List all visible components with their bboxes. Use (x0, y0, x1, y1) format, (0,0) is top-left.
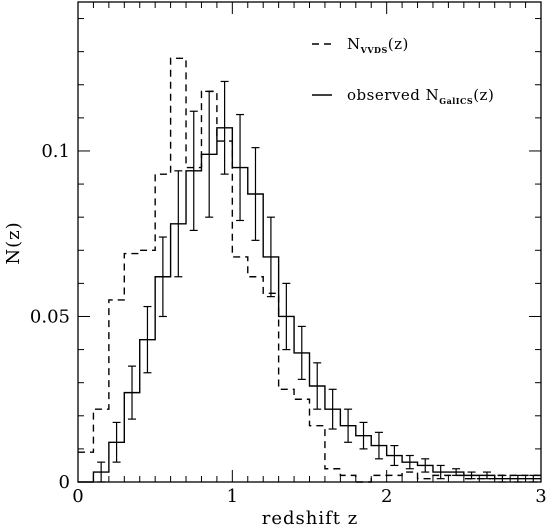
legend-gallcs-label: observed NGalICS(z) (347, 86, 494, 106)
y-tick-label: 0 (59, 472, 70, 493)
series-vvds-line (78, 57, 541, 483)
plot-frame (77, 1, 542, 483)
legend: NVVDS(z) observed NGalICS(z) (312, 35, 494, 106)
y-axis-title: N(z) (3, 221, 24, 264)
x-tick-label: 2 (381, 486, 392, 507)
y-tick-label: 0.05 (30, 306, 70, 327)
x-tick-label: 1 (227, 486, 238, 507)
tick-labels-layer: 0 1 2 3 0 0.05 0.1 (30, 141, 547, 507)
series-layer (78, 57, 541, 483)
x-tick-label: 0 (72, 486, 83, 507)
y-tick-label: 0.1 (41, 141, 70, 162)
x-tick-label: 3 (535, 486, 546, 507)
series-gallcs-line (78, 127, 541, 483)
x-axis-title: redshift z (262, 508, 358, 528)
legend-vvds-label: NVVDS(z) (347, 35, 409, 55)
errorbars-layer (97, 80, 538, 483)
